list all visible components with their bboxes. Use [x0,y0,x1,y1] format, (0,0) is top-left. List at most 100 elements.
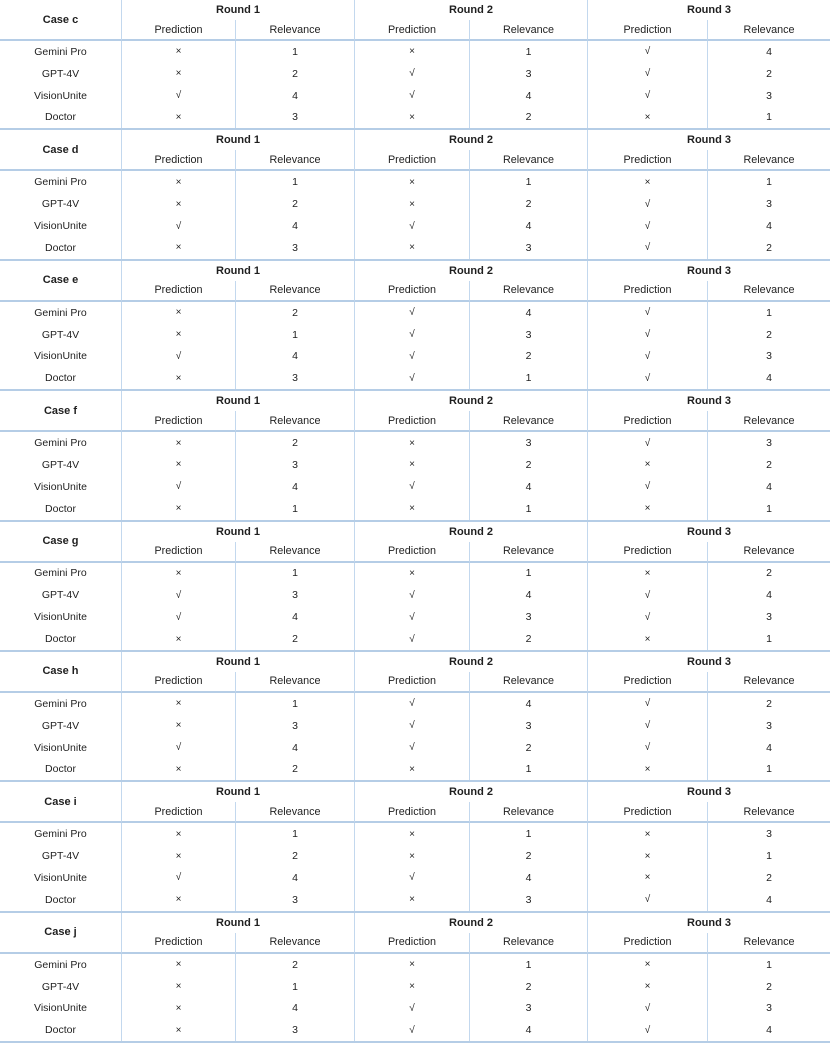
case-label: Case d [0,130,122,172]
prediction-cell: × [122,758,236,781]
round-2-relevance-header: Relevance [470,150,588,172]
prediction-cell: √ [122,475,236,498]
relevance-cell: 2 [470,193,588,216]
relevance-cell: 1 [766,502,772,515]
model-label: VisionUnite [0,475,122,498]
prediction-cell: × [122,171,236,194]
model-label: Gemini Pro [0,692,122,715]
prediction-cell: √ [355,323,470,346]
relevance-cell: 2 [470,845,588,868]
round-2-prediction-header: Prediction [355,150,470,172]
relevance-cell: 4 [470,301,588,324]
relevance-cell: 1 [236,323,355,346]
round-3-header: Round 3 [687,395,731,408]
round-3-header: Round 3 [687,264,731,277]
case-section: Case i Round 1 Round 2 Round 3 Predictio… [0,782,830,913]
relevance-cell: 4 [470,584,588,607]
model-label: Gemini Pro [0,301,122,324]
model-label: Doctor [0,106,122,129]
relevance-cell: 3 [470,236,588,259]
relevance-cell: 2 [236,953,355,976]
round-3-header: Round 3 [687,655,731,668]
round-2-prediction-header: Prediction [355,802,470,824]
model-label: Doctor [0,1019,122,1042]
relevance-cell: 4 [236,736,355,759]
prediction-cell: × [122,714,236,737]
prediction-cell: √ [588,41,708,63]
relevance-cell: 1 [766,633,772,646]
model-label: Gemini Pro [0,953,122,976]
case-label: Case c [0,0,122,41]
prediction-cell: × [355,975,470,998]
prediction-cell: √ [355,628,470,650]
relevance-cell: 3 [236,1019,355,1042]
relevance-cell: 2 [766,458,772,471]
model-label: GPT-4V [0,323,122,346]
relevance-cell: 3 [470,323,588,346]
case-section: Case h Round 1 Round 2 Round 3 Predictio… [0,651,830,783]
relevance-cell: 2 [766,697,772,710]
model-label: VisionUnite [0,345,122,368]
prediction-cell: √ [355,84,470,107]
round-1-prediction-header: Prediction [122,411,236,433]
relevance-cell: 3 [766,1002,772,1015]
case-label: Case i [0,782,122,824]
round-3-relevance-header: Relevance [708,933,830,954]
prediction-cell: √ [355,1019,470,1042]
relevance-cell: 2 [236,62,355,85]
relevance-cell: 1 [766,306,772,319]
case-label: Case e [0,260,122,302]
prediction-cell: × [588,454,708,476]
relevance-cell: 3 [766,611,772,624]
model-label: GPT-4V [0,62,122,85]
round-1-relevance-header: Relevance [236,671,355,693]
round-2-relevance-header: Relevance [470,20,588,41]
case-section: Case e Round 1 Round 2 Round 3 Predictio… [0,260,830,392]
relevance-cell: 1 [470,562,588,585]
relevance-cell: 1 [236,41,355,63]
round-1-relevance-header: Relevance [236,802,355,824]
relevance-cell: 2 [236,301,355,324]
round-1-relevance-header: Relevance [236,280,355,302]
prediction-cell: √ [588,714,708,737]
relevance-cell: 1 [470,823,588,846]
prediction-cell: √ [588,888,708,911]
relevance-cell: 3 [766,350,772,363]
prediction-cell: × [122,367,236,390]
prediction-cell: √ [588,236,708,259]
prediction-cell: × [122,845,236,868]
round-1-header: Round 1 [122,0,355,20]
round-3-relevance-header: Relevance [708,20,830,41]
model-label: Gemini Pro [0,562,122,585]
relevance-cell: 4 [766,1024,772,1037]
model-label: Doctor [0,236,122,259]
relevance-cell: 2 [766,328,772,341]
prediction-cell: √ [588,84,708,107]
round-3-header: Round 3 [687,134,731,147]
relevance-cell: 3 [470,714,588,737]
round-2-header: Round 2 [355,0,588,20]
case-label: Case h [0,651,122,693]
model-label: GPT-4V [0,975,122,998]
relevance-cell: 2 [470,345,588,368]
round-2-relevance-header: Relevance [470,280,588,302]
prediction-cell: × [122,497,236,520]
prediction-cell: × [588,171,708,194]
relevance-cell: 2 [766,241,772,254]
prediction-cell: × [588,845,708,868]
prediction-cell: × [355,497,470,520]
prediction-cell: × [355,562,470,585]
round-1-header: Round 1 [122,391,355,412]
relevance-cell: 2 [766,980,772,993]
relevance-cell: 4 [766,893,772,906]
round-2-prediction-header: Prediction [355,932,470,954]
prediction-cell: √ [588,323,708,346]
round-2-prediction-header: Prediction [355,20,470,41]
prediction-cell: × [355,171,470,194]
round-1-header: Round 1 [122,130,355,151]
prediction-cell: × [122,888,236,911]
relevance-cell: 1 [766,958,772,971]
prediction-cell: × [588,953,708,976]
relevance-cell: 2 [470,736,588,759]
prediction-cell: × [588,106,708,129]
